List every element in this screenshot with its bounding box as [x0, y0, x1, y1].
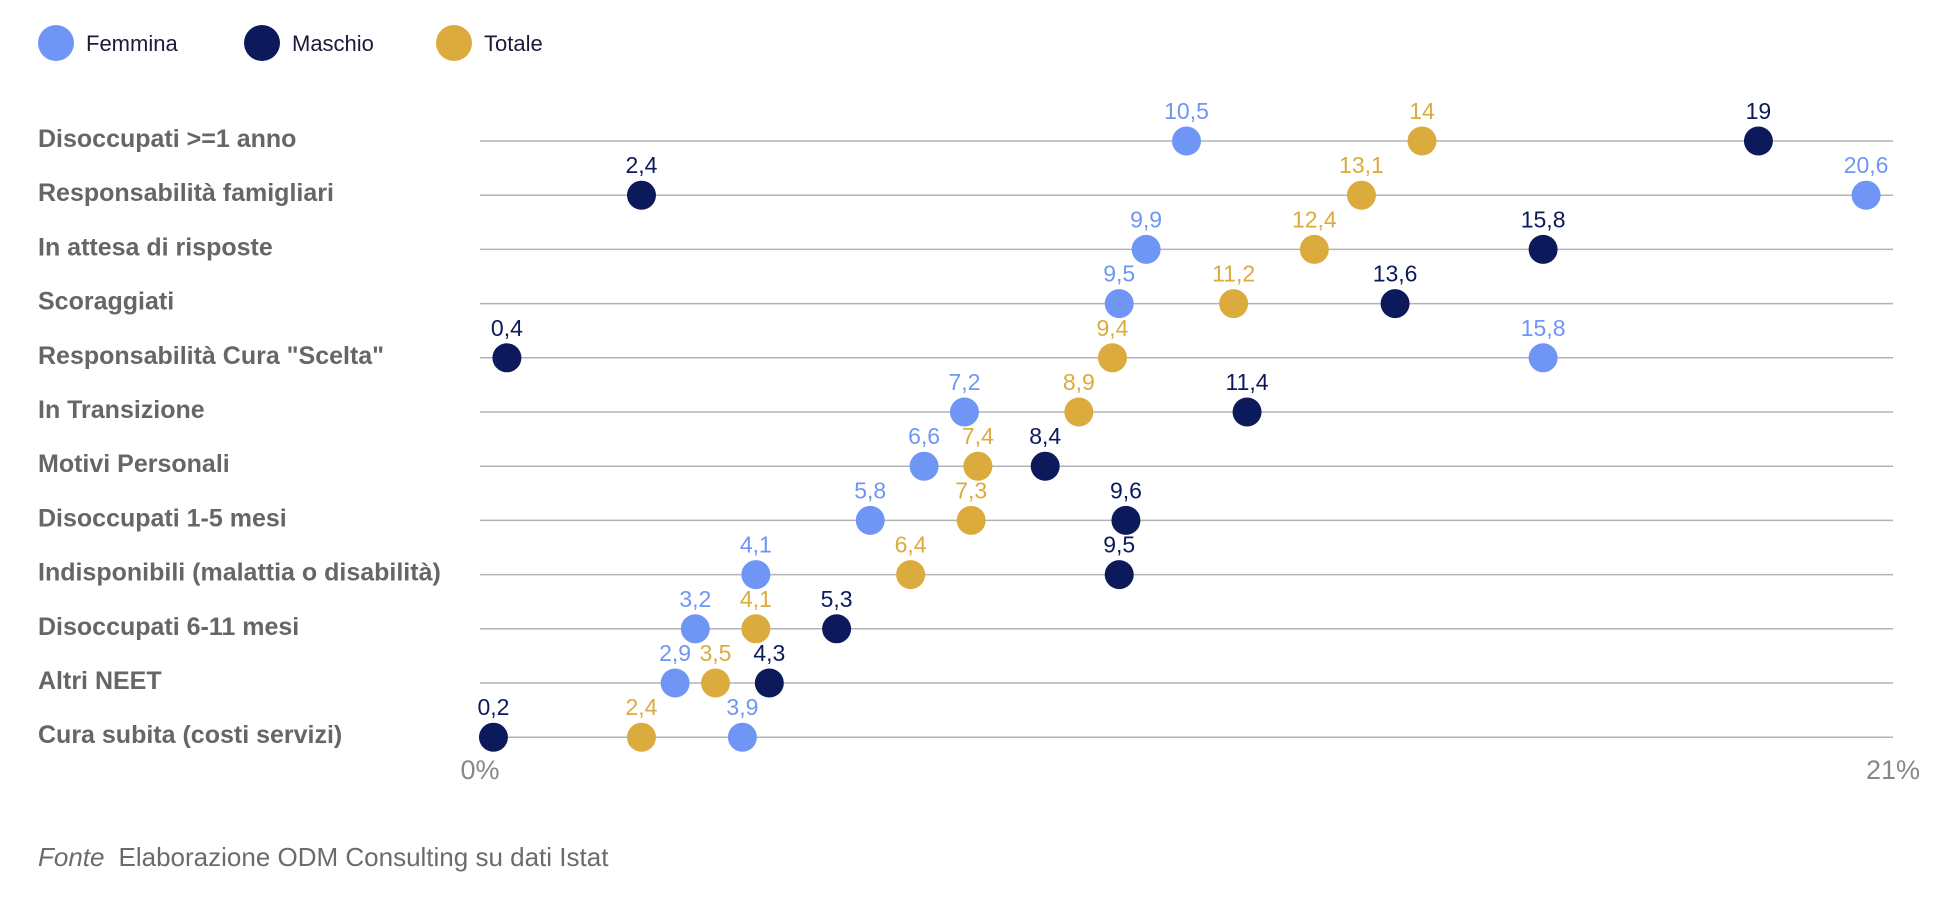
legend-marker-totale — [436, 25, 472, 61]
x-tick-label-max: 21% — [1866, 755, 1920, 785]
value-label-femmina-indisponibili-malattia-o-disabilita: 4,1 — [740, 532, 772, 558]
value-label-totale-scoraggiati: 11,2 — [1212, 261, 1255, 287]
dot-femmina-motivi-personali — [909, 451, 939, 481]
value-label-femmina-disoccupati-6-11-mesi: 3,2 — [679, 586, 711, 612]
dot-femmina-responsabilita-cura-scelta — [1528, 343, 1558, 373]
value-label-femmina-disoccupati-1-5-mesi: 5,8 — [854, 477, 886, 503]
value-label-femmina-scoraggiati: 9,5 — [1103, 261, 1135, 287]
dot-maschio-disoccupati-1-5-mesi — [1111, 505, 1141, 535]
legend-label-maschio: Maschio — [292, 31, 374, 56]
dot-maschio-scoraggiati — [1380, 289, 1410, 319]
value-label-totale-altri-neet: 3,5 — [700, 640, 732, 666]
category-label-responsabilita-famigliari: Responsabilità famigliari — [38, 179, 334, 207]
dot-maschio-altri-neet — [754, 668, 784, 698]
dot-totale-disoccupati-1-5-mesi — [956, 505, 986, 535]
dot-totale-in-attesa-di-risposte — [1299, 234, 1329, 264]
dot-totale-cura-subita-costi-servizi — [626, 722, 656, 752]
value-label-maschio-in-attesa-di-risposte: 15,8 — [1521, 206, 1566, 232]
dot-femmina-disoccupati-6-11-mesi — [680, 614, 710, 644]
value-label-totale-disoccupati-1-5-mesi: 7,3 — [955, 477, 987, 503]
dot-femmina-altri-neet — [660, 668, 690, 698]
legend-marker-femmina — [38, 25, 74, 61]
x-tick-label-min: 0% — [460, 755, 499, 785]
category-label-disoccupati-1-anno: Disoccupati >=1 anno — [38, 125, 296, 153]
dot-maschio-disoccupati-1-anno — [1743, 126, 1773, 156]
value-label-maschio-disoccupati-6-11-mesi: 5,3 — [821, 586, 853, 612]
value-label-totale-indisponibili-malattia-o-disabilita: 6,4 — [895, 532, 927, 558]
legend-label-femmina: Femmina — [86, 31, 178, 56]
value-label-femmina-responsabilita-cura-scelta: 15,8 — [1521, 315, 1566, 341]
value-label-maschio-disoccupati-1-anno: 19 — [1746, 98, 1772, 124]
dot-maschio-responsabilita-famigliari — [626, 180, 656, 210]
value-label-maschio-scoraggiati: 13,6 — [1373, 261, 1418, 287]
value-label-totale-responsabilita-famigliari: 13,1 — [1339, 152, 1384, 178]
value-label-maschio-disoccupati-1-5-mesi: 9,6 — [1110, 477, 1142, 503]
category-label-cura-subita-costi-servizi: Cura subita (costi servizi) — [38, 721, 342, 749]
dot-totale-disoccupati-1-anno — [1407, 126, 1437, 156]
value-label-totale-responsabilita-cura-scelta: 9,4 — [1096, 315, 1128, 341]
value-label-femmina-altri-neet: 2,9 — [659, 640, 691, 666]
legend-label-totale: Totale — [484, 31, 543, 56]
value-label-maschio-cura-subita-costi-servizi: 0,2 — [477, 694, 509, 720]
dot-femmina-responsabilita-famigliari — [1851, 180, 1881, 210]
category-label-in-attesa-di-risposte: In attesa di risposte — [38, 233, 273, 261]
dot-femmina-disoccupati-1-5-mesi — [855, 505, 885, 535]
value-label-maschio-in-transizione: 11,4 — [1226, 369, 1269, 395]
dot-maschio-in-attesa-di-risposte — [1528, 234, 1558, 264]
legend-marker-maschio — [244, 25, 280, 61]
category-label-responsabilita-cura-scelta: Responsabilità Cura "Scelta" — [38, 342, 384, 370]
category-label-scoraggiati: Scoraggiati — [38, 288, 174, 316]
dot-maschio-in-transizione — [1232, 397, 1262, 427]
value-label-totale-disoccupati-1-anno: 14 — [1409, 98, 1435, 124]
dot-totale-disoccupati-6-11-mesi — [741, 614, 771, 644]
value-label-totale-disoccupati-6-11-mesi: 4,1 — [740, 586, 772, 612]
source-note: Fonte Elaborazione ODM Consulting su dati… — [38, 842, 608, 873]
dot-femmina-cura-subita-costi-servizi — [727, 722, 757, 752]
value-label-totale-cura-subita-costi-servizi: 2,4 — [625, 694, 657, 720]
value-label-maschio-altri-neet: 4,3 — [753, 640, 785, 666]
dot-femmina-scoraggiati — [1104, 289, 1134, 319]
value-label-femmina-motivi-personali: 6,6 — [908, 423, 940, 449]
value-label-femmina-responsabilita-famigliari: 20,6 — [1844, 152, 1889, 178]
category-label-in-transizione: In Transizione — [38, 396, 205, 424]
dot-totale-scoraggiati — [1219, 289, 1249, 319]
value-label-totale-in-transizione: 8,9 — [1063, 369, 1095, 395]
dot-totale-motivi-personali — [963, 451, 993, 481]
value-label-femmina-disoccupati-1-anno: 10,5 — [1164, 98, 1209, 124]
category-label-disoccupati-6-11-mesi: Disoccupati 6-11 mesi — [38, 613, 299, 641]
source-text: Elaborazione ODM Consulting su dati Ista… — [118, 842, 609, 872]
source-label: Fonte — [38, 842, 105, 872]
category-label-altri-neet: Altri NEET — [38, 667, 162, 695]
dot-maschio-disoccupati-6-11-mesi — [822, 614, 852, 644]
dot-totale-indisponibili-malattia-o-disabilita — [896, 560, 926, 590]
dot-femmina-in-attesa-di-risposte — [1131, 234, 1161, 264]
value-label-femmina-in-transizione: 7,2 — [948, 369, 980, 395]
value-label-totale-motivi-personali: 7,4 — [962, 423, 994, 449]
dot-maschio-indisponibili-malattia-o-disabilita — [1104, 560, 1134, 590]
dot-femmina-in-transizione — [949, 397, 979, 427]
value-label-maschio-responsabilita-cura-scelta: 0,4 — [491, 315, 523, 341]
category-label-indisponibili-malattia-o-disabilita: Indisponibili (malattia o disabilità) — [38, 559, 441, 587]
dot-femmina-disoccupati-1-anno — [1172, 126, 1201, 156]
dot-totale-altri-neet — [701, 668, 730, 698]
value-label-femmina-in-attesa-di-risposte: 9,9 — [1130, 206, 1162, 232]
dot-maschio-motivi-personali — [1030, 451, 1060, 481]
dot-totale-responsabilita-famigliari — [1346, 180, 1376, 210]
dot-maschio-responsabilita-cura-scelta — [492, 343, 522, 373]
value-label-maschio-responsabilita-famigliari: 2,4 — [625, 152, 657, 178]
value-label-maschio-indisponibili-malattia-o-disabilita: 9,5 — [1103, 532, 1135, 558]
category-label-motivi-personali: Motivi Personali — [38, 450, 230, 478]
value-label-femmina-cura-subita-costi-servizi: 3,9 — [726, 694, 758, 720]
value-label-maschio-motivi-personali: 8,4 — [1029, 423, 1061, 449]
category-label-disoccupati-1-5-mesi: Disoccupati 1-5 mesi — [38, 504, 287, 532]
dot-maschio-cura-subita-costi-servizi — [478, 722, 508, 752]
value-label-totale-in-attesa-di-risposte: 12,4 — [1292, 206, 1337, 232]
dot-totale-in-transizione — [1064, 397, 1094, 427]
dot-totale-responsabilita-cura-scelta — [1097, 343, 1127, 373]
dot-femmina-indisponibili-malattia-o-disabilita — [741, 560, 771, 590]
